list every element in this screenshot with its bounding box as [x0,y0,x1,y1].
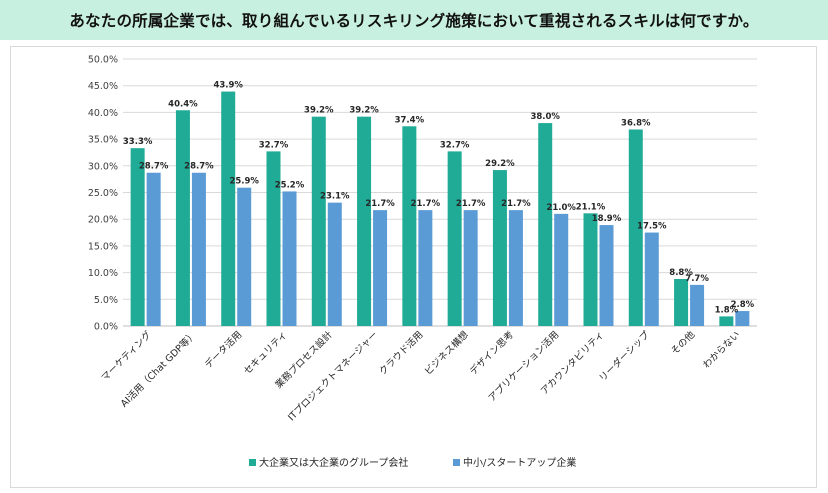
legend: 大企業又は大企業のグループ会社 中小/スタートアップ企業 [249,456,576,469]
bar-series-1-1 [175,110,190,326]
data-label-series-1-10: 21.1% [576,202,606,212]
legend-swatch-series-1 [249,459,256,466]
bar-series-2-8 [508,210,523,326]
data-label-series-2-6: 21.7% [411,199,441,209]
bar-series-2-13 [735,311,750,326]
gridlines [123,58,757,327]
chart-frame: 0.0% 5.0% 10.0% 15.0% 20.0% 25.0% 30.0% 35.0% 40… [10,46,817,488]
bar-series-2-10 [599,225,614,326]
data-label-series-1-8: 29.2% [485,159,515,169]
y-tick-label: 50.0% [88,55,118,66]
bar-series-2-4 [327,202,342,326]
x-tick-label: ITプロジェクトマネージャー [286,329,380,423]
bar-series-2-1 [191,172,206,326]
data-label-series-1-12: 8.8% [669,268,693,278]
bar-series-1-11 [628,129,643,326]
bar-series-1-7 [447,151,462,326]
chart-title: あなたの所属企業では、取り組んでいるリスキリング施策において重視されるスキルは何… [69,12,759,30]
y-tick-label: 25.0% [88,188,118,199]
data-label-series-2-10: 18.9% [592,214,622,224]
chart-title-bar: あなたの所属企業では、取り組んでいるリスキリング施策において重視されるスキルは何… [0,0,828,40]
data-label-series-1-11: 36.8% [621,118,651,128]
bar-chart: 0.0% 5.0% 10.0% 15.0% 20.0% 25.0% 30.0% 35.0% 40… [88,55,757,469]
data-labels: 33.3% 28.7% 40.4% 28.7% 43.9% 25.9% 32.7% 25.2%… [123,81,755,316]
bar-series-2-5 [373,210,388,326]
bars [130,91,750,326]
bar-series-1-13 [719,316,734,326]
bar-series-1-8 [492,170,507,326]
bar-series-1-4 [311,116,326,326]
data-label-series-2-8: 21.7% [501,199,531,209]
bar-series-1-5 [357,116,372,326]
x-tick-label: その他 [669,328,698,357]
data-label-series-1-4: 39.2% [304,106,334,116]
data-label-series-2-13: 2.8% [731,300,755,310]
bar-series-2-7 [463,210,478,326]
bar-series-2-6 [418,210,433,326]
y-axis-ticks: 0.0% 5.0% 10.0% 15.0% 20.0% 25.0% 30.0% 35.0% 40… [88,55,118,333]
x-tick-label: デザイン思考 [467,329,516,378]
data-label-series-1-1: 40.4% [168,99,198,109]
x-tick-label: ビジネス構想 [422,328,471,377]
bar-series-1-2 [221,91,236,326]
data-label-series-2-12: 7.7% [685,274,709,284]
data-label-series-1-9: 38.0% [530,112,560,122]
legend-swatch-series-2 [453,459,460,466]
y-tick-label: 5.0% [94,295,118,306]
x-tick-label: AI活用（Chat GDP等） [118,329,199,410]
y-tick-label: 0.0% [94,322,118,333]
data-label-series-2-7: 21.7% [456,199,486,209]
x-tick-label: セキュリティ [242,329,290,377]
data-label-series-1-5: 39.2% [349,106,379,116]
bar-series-2-3 [282,191,297,326]
y-tick-label: 45.0% [88,81,118,92]
y-tick-label: 15.0% [88,241,118,252]
bar-series-1-3 [266,151,281,326]
bar-series-2-9 [554,213,569,326]
data-label-series-2-11: 17.5% [637,222,667,232]
data-label-series-1-7: 32.7% [440,140,470,150]
bar-series-2-0 [146,172,161,326]
data-label-series-1-0: 33.3% [123,137,153,147]
bar-series-2-2 [237,187,252,326]
y-tick-label: 10.0% [88,268,118,279]
y-tick-label: 20.0% [88,215,118,226]
legend-label-series-2: 中小/スタートアップ企業 [463,456,576,469]
x-tick-label: データ活用 [202,329,244,371]
x-tick-label: クラウド活用 [377,329,426,378]
data-label-series-2-9: 21.0% [546,203,576,213]
bar-series-2-11 [644,232,659,326]
y-tick-label: 30.0% [88,161,118,172]
y-tick-label: 40.0% [88,108,118,119]
legend-label-series-1: 大企業又は大企業のグループ会社 [259,456,408,469]
bar-series-1-0 [130,148,145,326]
data-label-series-2-0: 28.7% [139,162,169,172]
bar-series-1-6 [402,126,417,326]
x-tick-label: わからない [701,329,742,370]
data-label-series-2-5: 21.7% [365,199,395,209]
bar-series-1-12 [674,279,689,326]
data-label-series-1-2: 43.9% [213,81,243,91]
data-label-series-2-3: 25.2% [275,180,305,190]
bar-series-1-9 [538,123,553,326]
data-label-series-2-2: 25.9% [229,177,259,187]
data-label-series-2-4: 23.1% [320,192,350,202]
bar-series-2-12 [690,284,705,326]
data-label-series-1-3: 32.7% [259,140,289,150]
data-label-series-1-6: 37.4% [395,115,425,125]
y-tick-label: 35.0% [88,135,118,146]
bar-series-1-10 [583,213,598,326]
data-label-series-1-13: 1.8% [715,305,739,315]
data-label-series-2-1: 28.7% [184,162,214,172]
